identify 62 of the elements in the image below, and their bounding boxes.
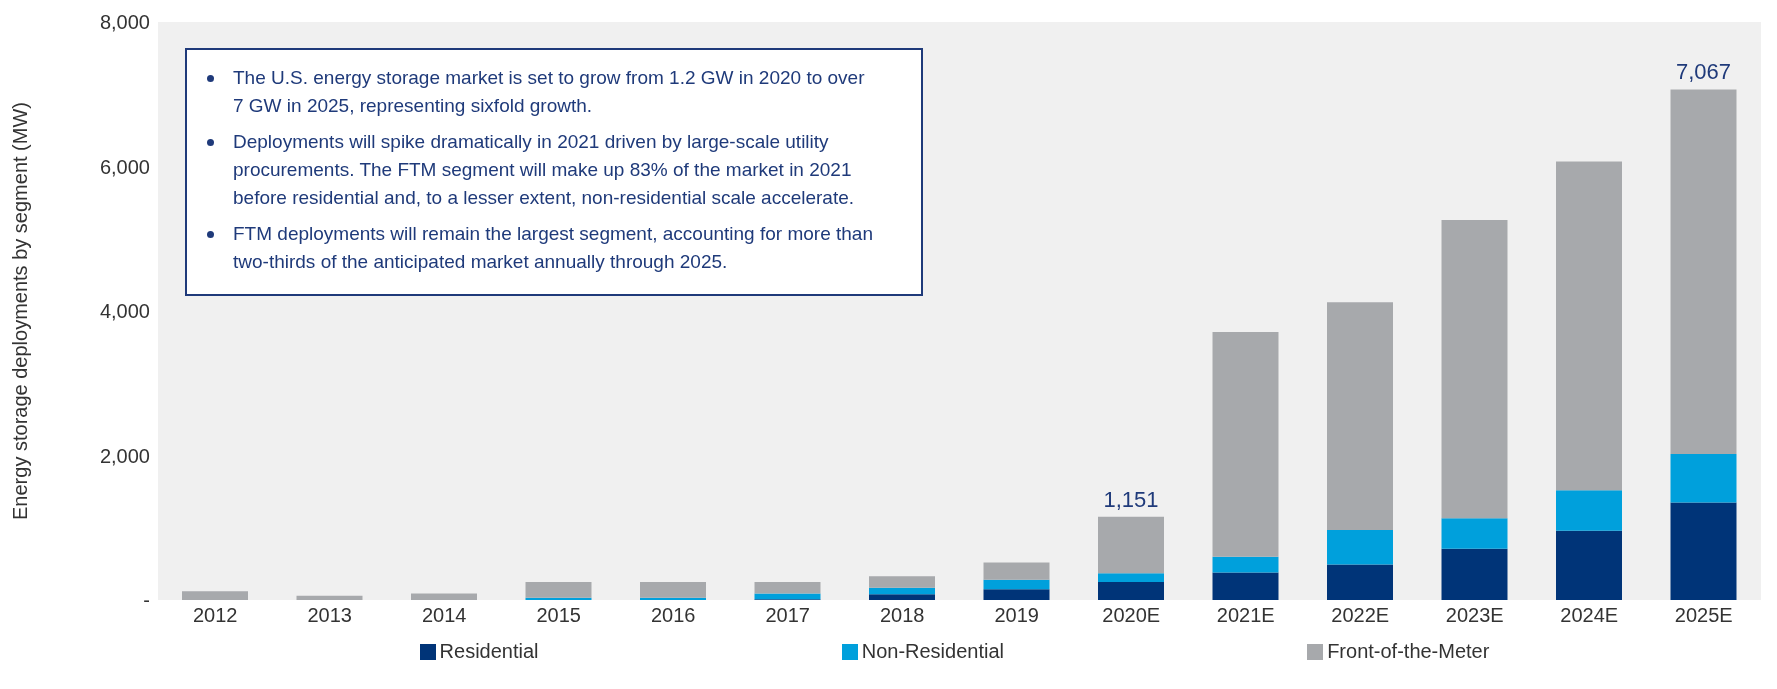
y-tick-label: 6,000 — [99, 155, 150, 178]
bar — [869, 587, 935, 595]
x-tick-label: 2022E — [1331, 604, 1390, 627]
legend-label: Non-Residential — [861, 640, 1004, 663]
total-label: 7,067 — [1675, 59, 1732, 85]
total-label: 1,151 — [1103, 486, 1159, 512]
bar — [525, 597, 592, 600]
bar — [296, 595, 363, 600]
x-tick-label: 2016 — [651, 604, 696, 627]
x-tick-label: 2017 — [765, 604, 810, 627]
bar — [869, 594, 935, 600]
x-tick-label: 2019 — [994, 604, 1039, 627]
bar — [754, 593, 821, 600]
annotation: The U.S. energy storage market is set to grow from 1.2 GW in 2020 to over 7 GW in 2025, representing sixfold growth. — [233, 66, 866, 118]
bar — [1670, 502, 1737, 600]
bar — [1212, 572, 1279, 600]
text-box: The U.S. energy storage market is set to grow from 1.2 GW in 2020 to over 7 GW in 2025, representing sixfold growth. Deployments will spike dramatically in 2021 driven by large-scale utility procurements. The FTM segment will make up 83% of the market in 2021 before residential and, to a lesser extent, non-residential scale accelerate. FTM deployments will remain the largest segment, accounting for more than two-thirds of the anticipated market annually through 2025. — [185, 48, 923, 296]
bar — [1212, 556, 1279, 573]
x-tick-label: 2020E — [1102, 604, 1161, 627]
x-tick-label: 2024E — [1560, 604, 1619, 627]
bar — [1441, 518, 1508, 549]
annotation: FTM deployments will remain the largest segment, accounting for more than two-thirds of the anticipated market annually through 2025. — [233, 222, 874, 274]
y-tick-label: 4,000 — [99, 300, 150, 323]
annotation: Deployments will spike dramatically in 2021 driven by large-scale utility procurements. The FTM segment will make up 83% of the market in 2021 before residential and, to a lesser extent, non-residential scale accelerate. — [233, 130, 856, 210]
bar — [640, 597, 706, 600]
bar — [983, 589, 1050, 600]
bar — [1098, 516, 1164, 574]
bar — [1556, 530, 1622, 600]
bar — [1441, 219, 1508, 519]
y-tick-label: - — [143, 589, 150, 612]
bar — [182, 591, 248, 600]
bar — [983, 579, 1050, 590]
bar — [1327, 302, 1393, 530]
bar — [1556, 161, 1622, 491]
bar — [869, 576, 935, 588]
bar — [1670, 454, 1737, 503]
x-tick-label: 2021E — [1216, 604, 1275, 627]
x-tick-label: 2015 — [536, 604, 581, 627]
bar — [1327, 564, 1393, 600]
y-axis-title: Energy storage deployments by segment (MW) — [9, 102, 32, 520]
x-tick-label: 2023E — [1445, 604, 1504, 627]
bar — [640, 581, 706, 598]
x-tick-label: 2012 — [193, 604, 238, 627]
bar — [1441, 548, 1508, 600]
bar — [983, 562, 1050, 580]
bar — [1212, 331, 1279, 557]
y-tick-label: 2,000 — [99, 444, 150, 467]
x-tick-label: 2014 — [422, 604, 467, 627]
legend-label: Front-of-the-Meter — [1327, 640, 1490, 663]
bar — [411, 593, 477, 600]
x-tick-label: 2013 — [307, 604, 352, 627]
bar — [1098, 581, 1164, 600]
bar — [754, 581, 821, 594]
x-tick-label: 2018 — [880, 604, 925, 627]
bar — [1098, 573, 1164, 582]
legend-label: Residential — [439, 640, 539, 663]
bar — [1327, 529, 1393, 565]
y-tick-label: 8,000 — [99, 11, 150, 34]
bar — [1556, 490, 1622, 531]
x-tick-label: 2025E — [1674, 604, 1733, 627]
bar — [525, 581, 592, 598]
bar — [1670, 89, 1737, 455]
